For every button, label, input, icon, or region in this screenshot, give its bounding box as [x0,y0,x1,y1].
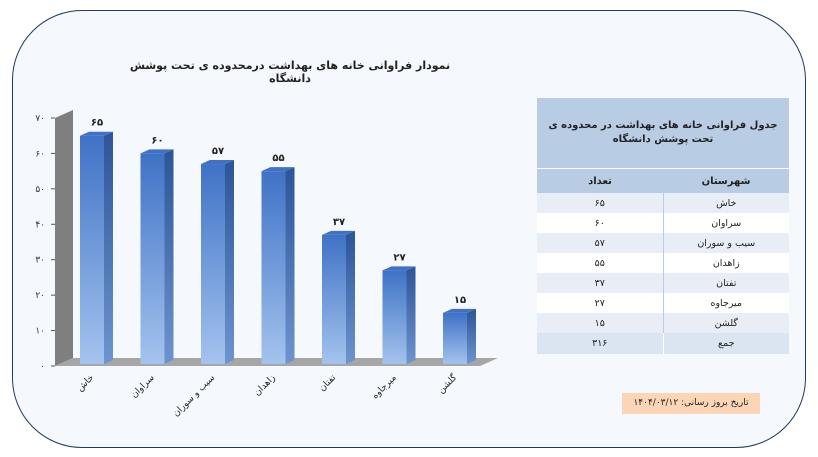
bar-top [261,167,295,172]
bar [382,270,407,364]
y-tick-label: ۷۰ [35,114,45,124]
cell-count: ۵۵ [537,253,663,273]
bar [322,234,346,364]
y-tick-label: ۵۰ [35,185,45,195]
bar-side [225,160,234,364]
header-city: شهرستان [663,168,789,193]
bar-top [443,308,476,313]
bar-value-label: ۳۷ [333,217,345,228]
total-count: ۳۱۶ [537,333,663,354]
cell-city: تفتان [662,273,789,293]
cell-count: ۲۷ [537,293,663,313]
bar-side [406,266,416,364]
bar [80,135,104,364]
table-header-row: شهرستان تعداد [537,168,789,193]
table-row: زاهدان ۵۵ [537,253,789,273]
cell-count: ۵۷ [537,233,663,253]
bar-side [104,131,113,364]
bar [443,312,467,364]
y-tick-label: ۴۰ [35,220,45,230]
cell-count: ۱۵ [537,313,663,333]
cell-count: ۶۵ [537,193,663,213]
bar-top [382,266,416,271]
y-tick-label: ۶۰ [35,149,45,159]
bar-side [467,308,476,364]
table-total-row: جمع ۳۱۶ [537,333,789,354]
table-caption: جدول فراوانی خانه های بهداشت در محدوده ی… [537,98,789,169]
bar-value-label: ۵۷ [212,146,224,157]
x-category-label: تفتان [318,373,339,394]
table-row: تفتان ۳۷ [537,273,789,293]
bar-side [346,230,355,364]
x-category-label: گلشن [435,371,460,396]
bar [201,164,225,364]
table-row: سیب و سوران ۵۷ [537,233,789,253]
bar-value-label: ۶۰ [151,135,163,146]
bar [140,153,165,364]
y-tick-label: ۳۰ [35,256,45,266]
cell-count: ۶۰ [537,213,663,233]
cell-city: زاهدان [662,253,789,273]
bar-side [164,149,174,364]
cell-city: سیب و سوران [662,233,789,253]
bar [261,171,286,364]
bar-value-label: ۵۵ [272,153,284,164]
y-tick-label: ۱۰ [35,327,45,337]
cell-city: خاش [662,193,789,213]
bar-top [80,131,113,136]
x-category-label: زاهدان [253,373,278,398]
table-row: خاش ۶۵ [537,193,789,213]
cell-count: ۳۷ [537,273,663,293]
bar-value-label: ۲۷ [393,252,405,263]
bar-side [285,167,295,364]
bar-top [140,149,174,154]
table-row: میرجاوه ۲۷ [537,293,789,313]
update-date: تاریخ بروز رسانی: ۱۴۰۴/۰۳/۱۲ [622,393,760,414]
cell-city: سراوان [662,213,789,233]
bar-top [322,230,355,235]
x-category-label: خاش [75,373,96,394]
y-tick-label: ۰ [40,362,45,372]
chart-title: نمودار فراوانی خانه های بهداشت درمحدوده … [129,59,451,85]
x-category-label: سیب و سوران [171,373,217,419]
bar-value-label: ۶۵ [91,118,103,129]
header-count: تعداد [537,168,663,193]
cell-city: میرجاوه [662,293,789,313]
chart-back-wall [55,110,73,366]
frequency-table: جدول فراوانی خانه های بهداشت در محدوده ی… [537,98,789,354]
table-row: گلشن ۱۵ [537,313,789,333]
x-category-label: میرجاوه [370,373,398,401]
x-category-label: سراوان [129,373,156,400]
total-label: جمع [662,333,789,354]
table-row: سراوان ۶۰ [537,213,789,233]
cell-city: گلشن [662,313,789,333]
bar-top [201,160,234,165]
bar-value-label: ۱۵ [454,295,466,306]
y-tick-label: ۲۰ [35,291,45,301]
